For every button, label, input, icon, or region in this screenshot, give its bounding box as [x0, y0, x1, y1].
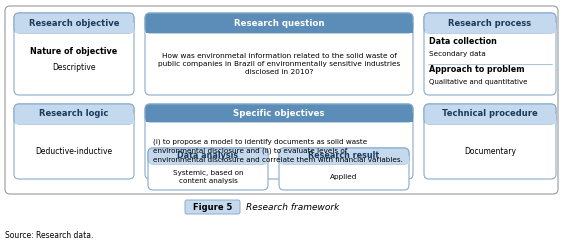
FancyBboxPatch shape: [14, 13, 134, 33]
Text: Data analysis: Data analysis: [177, 151, 239, 160]
Text: How was environmetal information related to the solid waste of
public companies : How was environmetal information related…: [158, 52, 400, 75]
Bar: [425, 114, 556, 124]
Text: Secondary data: Secondary data: [429, 51, 486, 57]
Text: Specific objectives: Specific objectives: [233, 109, 325, 118]
Bar: [15, 114, 133, 124]
Text: Documentary: Documentary: [464, 147, 516, 156]
FancyBboxPatch shape: [14, 104, 134, 124]
FancyBboxPatch shape: [145, 13, 413, 33]
FancyBboxPatch shape: [145, 104, 413, 122]
Bar: [425, 23, 556, 33]
Text: Research framework: Research framework: [246, 203, 339, 211]
Text: Research result: Research result: [309, 151, 379, 160]
FancyBboxPatch shape: [5, 6, 558, 194]
Text: Research process: Research process: [449, 19, 531, 27]
Bar: [15, 23, 133, 33]
FancyBboxPatch shape: [279, 148, 409, 190]
FancyBboxPatch shape: [14, 104, 134, 179]
Text: Nature of objective: Nature of objective: [30, 47, 118, 56]
FancyBboxPatch shape: [185, 200, 240, 214]
FancyBboxPatch shape: [148, 148, 268, 190]
Bar: [145, 113, 413, 122]
Text: Descriptive: Descriptive: [52, 63, 96, 73]
FancyBboxPatch shape: [145, 104, 413, 179]
FancyBboxPatch shape: [14, 13, 134, 95]
Bar: [279, 156, 409, 164]
Text: Qualitative and quantitative: Qualitative and quantitative: [429, 79, 528, 85]
Text: (i) to propose a model to identify documents as solid waste
environmental disclo: (i) to propose a model to identify docum…: [153, 138, 403, 162]
FancyBboxPatch shape: [424, 104, 556, 124]
Text: Source: Research data.: Source: Research data.: [5, 231, 93, 240]
Text: Technical procedure: Technical procedure: [442, 110, 538, 119]
Bar: [145, 23, 413, 33]
Text: Research question: Research question: [234, 19, 324, 27]
Text: Research objective: Research objective: [29, 19, 119, 27]
Text: Figure 5: Figure 5: [193, 203, 232, 211]
Text: Approach to problem: Approach to problem: [429, 65, 525, 74]
FancyBboxPatch shape: [148, 148, 268, 164]
FancyBboxPatch shape: [424, 104, 556, 179]
Bar: [149, 156, 267, 164]
Text: Deductive-inductive: Deductive-inductive: [35, 147, 113, 156]
FancyBboxPatch shape: [424, 13, 556, 33]
FancyBboxPatch shape: [424, 13, 556, 95]
Text: Applied: Applied: [330, 174, 358, 180]
Text: Data collection: Data collection: [429, 37, 497, 47]
Text: Systemic, based on
content analysis: Systemic, based on content analysis: [173, 170, 243, 184]
Text: Research logic: Research logic: [39, 110, 109, 119]
FancyBboxPatch shape: [145, 13, 413, 95]
FancyBboxPatch shape: [279, 148, 409, 164]
